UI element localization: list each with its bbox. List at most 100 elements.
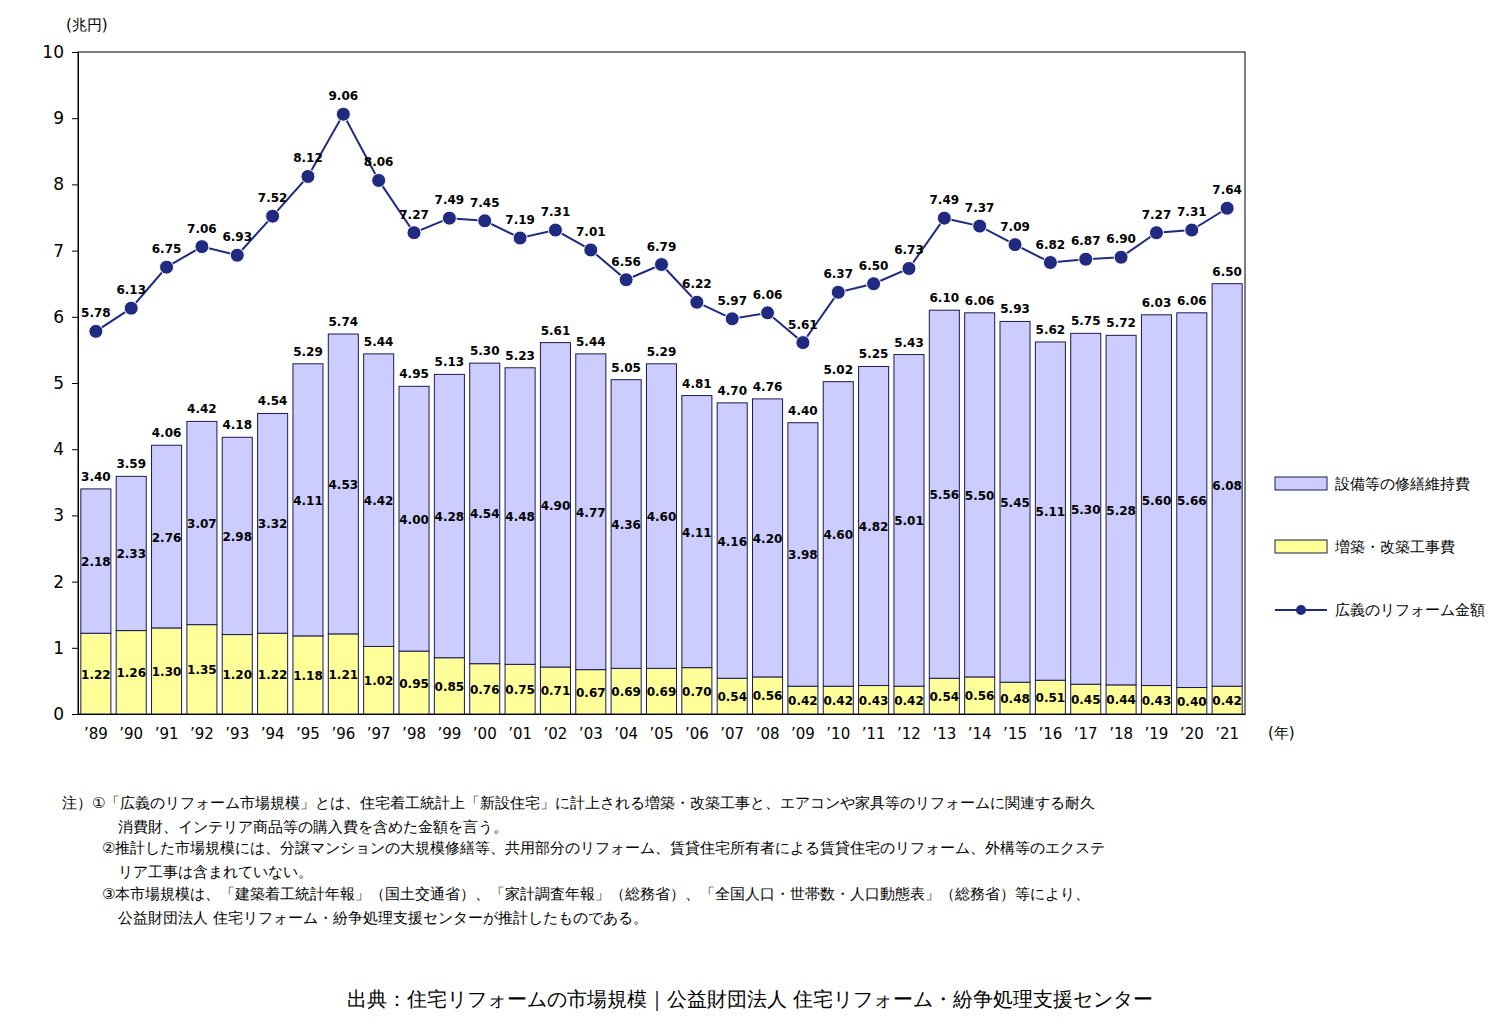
line-point [1220,201,1234,215]
x-axis-line [79,714,1246,715]
bar [717,403,747,678]
legend-label: 広義のリフォーム金額 [1335,601,1485,619]
x-tick: ’08 [756,714,780,743]
line-point [902,261,916,275]
note-line: 公益財団法人 住宅リフォーム・紛争処理支援センターが推計したものである。 [118,909,648,927]
bar-value-label: 1.18 [293,669,323,683]
x-tick: ’96 [331,714,355,743]
bar [965,313,995,677]
line-value-label: 7.64 [1212,183,1242,197]
x-tick-label: ’11 [862,725,886,743]
y-tick-mark [72,52,78,53]
bar [540,667,570,714]
bar-value-label: 5.30 [1071,503,1101,517]
bar-value-label: 5.11 [1036,505,1066,519]
line-point [761,306,775,320]
bar-value-label: 0.43 [859,694,889,708]
total-label: 5.62 [1036,323,1066,337]
x-tick-label: ’12 [897,725,921,743]
total-label: 4.54 [258,394,288,408]
y-tick-mark [72,184,78,185]
bar [1212,686,1242,714]
bar-value-label: 4.60 [823,528,853,542]
line-point [195,240,209,254]
line-point [1043,256,1057,270]
bar-value-label: 4.28 [435,510,465,524]
plot-frame [78,52,1245,714]
x-tick: ’89 [84,714,108,743]
line-point [89,324,103,338]
bar [81,633,111,714]
bar [1000,682,1030,714]
x-tick: ’92 [190,714,214,743]
bar [222,437,252,634]
x-tick-label: ’89 [84,725,108,743]
bar [788,686,818,714]
bar [434,374,464,657]
bar-value-label: 4.20 [753,532,783,546]
total-label: 5.30 [470,344,500,358]
bar-value-label: 3.98 [788,548,818,562]
x-tick-label: ’91 [155,725,179,743]
line-value-label: 6.93 [222,230,252,244]
bar [470,664,500,714]
total-label: 5.44 [364,335,394,349]
bar-value-label: 1.30 [152,665,182,679]
bar-value-label: 5.66 [1177,494,1207,508]
line-point [1185,223,1199,237]
x-tick: ’03 [579,714,603,743]
bar [894,355,924,687]
bar-value-label: 4.36 [611,518,641,532]
x-tick: ’11 [862,714,886,743]
x-tick-label: ’96 [331,725,355,743]
x-tick-label: ’20 [1180,725,1204,743]
line-value-label: 6.22 [682,277,712,291]
legend-item: 広義のリフォーム金額 [1275,601,1485,619]
line-value-label: 6.06 [753,288,783,302]
y-tick-mark [72,582,78,583]
line-point [230,248,244,262]
bar-value-label: 5.50 [965,489,995,503]
x-tick-label: ’99 [437,725,461,743]
bar-value-label: 0.42 [1212,694,1242,708]
bar [399,651,429,714]
bar [788,423,818,686]
line-value-label: 6.75 [152,242,182,256]
line-value-label: 7.19 [505,213,535,227]
bar-value-label: 0.71 [541,684,571,698]
bar [1106,335,1136,685]
total-label: 4.76 [753,380,783,394]
y-tick-label: 10 [42,42,64,62]
total-label: 5.72 [1106,316,1136,330]
x-tick: ’90 [119,714,143,743]
y-tick: 3 [53,505,78,525]
bar [682,668,712,714]
bar-value-label: 0.85 [435,680,465,694]
bar-series [81,284,1242,688]
legend-item: 増築・改築工事費 [1275,538,1455,556]
bar-value-label: 4.00 [399,513,429,527]
total-label: 4.81 [682,377,712,391]
line-point [336,107,350,121]
bar-value-label: 4.82 [859,520,889,534]
source: 出典：住宅リフォームの市場規模｜公益財団法人 住宅リフォーム・紛争処理支援センタ… [347,987,1153,1011]
x-tick: ’05 [650,714,674,743]
y-tick-mark [72,515,78,516]
bar [222,635,252,714]
legend-label: 増築・改築工事費 [1334,538,1455,556]
plot-area [81,107,1242,714]
y-tick-label: 4 [53,439,64,459]
bar-value-label: 0.45 [1071,693,1101,707]
bar [1035,342,1065,680]
x-tick: ’10 [826,714,850,743]
bar [1177,313,1207,688]
x-tick: ’21 [1215,714,1239,743]
x-tick-label: ’10 [826,725,850,743]
x-tick: ’19 [1145,714,1169,743]
bar [1141,315,1171,686]
x-tick-label: ’92 [190,725,214,743]
bar [505,368,535,665]
bar-value-label: 2.18 [81,555,111,569]
x-tick-label: ’02 [544,725,568,743]
bar [859,366,889,685]
